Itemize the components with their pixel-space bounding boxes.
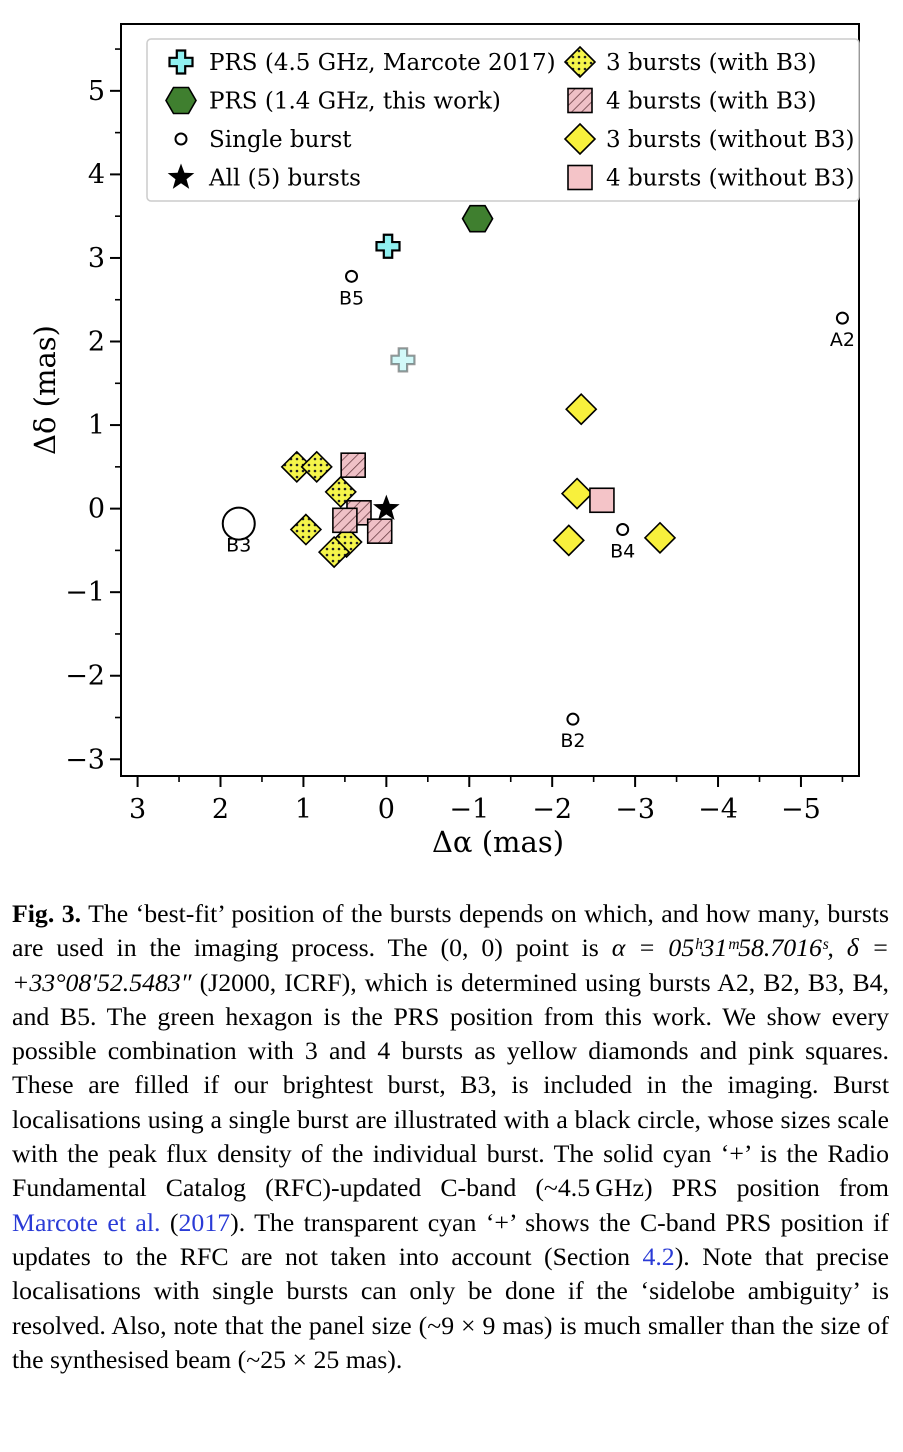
plot-area: B3 B5 A2 B4 B2 <box>221 204 855 752</box>
legend-entry: 3 bursts (with B3) <box>563 45 817 79</box>
series-plus <box>375 233 401 259</box>
y-axis-label: Δδ (mas) <box>28 325 62 455</box>
square-point-0 <box>589 487 615 514</box>
y-tick-label: −2 <box>65 661 105 692</box>
reference-link[interactable]: Marcote et al. <box>12 1207 161 1237</box>
reference-year-link[interactable]: 2017 <box>178 1207 231 1237</box>
series-diamond-dotted <box>280 450 363 569</box>
legend-marker-square <box>567 164 593 191</box>
legend-entry: PRS (4.5 GHz, Marcote 2017) <box>168 49 556 76</box>
caption-text-4: ). The transparent cyan ‘+’ shows the C-… <box>12 1207 889 1271</box>
legend-entry: 3 bursts (without B3) <box>563 122 854 156</box>
y-tick-label: 3 <box>88 243 105 274</box>
x-tick-label: 0 <box>378 794 395 825</box>
star-point-0 <box>373 494 400 520</box>
x-tick-label: −3 <box>615 794 655 825</box>
x-tick-label: 2 <box>212 794 229 825</box>
x-tick-label: 3 <box>129 794 146 825</box>
square-hatched-point-3 <box>366 518 393 544</box>
caption-text-2: (J2000, ICRF), which is determined using… <box>12 967 889 1203</box>
square-hatched-point-2 <box>332 507 358 534</box>
legend-label: PRS (1.4 GHz, this work) <box>209 89 501 115</box>
caption-text-1: The ‘best-fit’ position of the bursts de… <box>12 899 889 963</box>
scatter-chart: B3 B5 A2 B4 B2 3 2 1 0 −1 −2 −3 −4 −5 −3 −2 −1 0 1 2 3 4 5 Δα … <box>28 23 860 859</box>
hexagon-point-0 <box>461 204 494 233</box>
x-tick-label: −2 <box>532 794 572 825</box>
series-circle: B3 B5 A2 B4 B2 <box>221 269 855 752</box>
x-tick-label: −1 <box>449 794 489 825</box>
legend-marker-star <box>167 163 195 189</box>
legend-marker-circle <box>174 132 188 146</box>
legend-entry: 4 bursts (with B3) <box>567 87 817 115</box>
burst-label-b5: B5 <box>339 287 364 309</box>
circle-point-2 <box>835 311 849 325</box>
diamond-dotted-point-1 <box>300 450 333 483</box>
legend-label: PRS (4.5 GHz, Marcote 2017) <box>209 50 556 76</box>
diamond-point-0 <box>565 393 598 426</box>
legend-entry: PRS (1.4 GHz, this work) <box>165 86 501 115</box>
circle-point-4 <box>566 712 580 726</box>
legend-label: All (5) bursts <box>208 166 361 192</box>
legend-entry: All (5) bursts <box>167 163 361 192</box>
legend-marker-square-hatched <box>567 87 593 114</box>
burst-label-b2: B2 <box>560 730 585 752</box>
y-tick-label: 2 <box>88 327 105 358</box>
legend-label: 3 bursts (with B3) <box>606 50 817 76</box>
legend-entry: Single burst <box>174 127 352 153</box>
legend-label: 3 bursts (without B3) <box>606 127 854 153</box>
x-tick-label: 1 <box>295 794 312 825</box>
square-hatched-point-0 <box>340 452 366 478</box>
legend-marker-diamond <box>563 122 597 156</box>
legend-label: 4 bursts (without B3) <box>606 166 854 192</box>
legend-entry: 4 bursts (without B3) <box>567 164 854 192</box>
burst-label-b4: B4 <box>610 541 635 563</box>
circle-point-1 <box>345 269 359 283</box>
series-diamond <box>552 393 677 557</box>
caption-coordinates: α = 05ʰ31ᵐ58.7016ˢ, δ = +33°08′52.5483″ <box>12 933 889 997</box>
y-tick-label: 4 <box>88 159 105 190</box>
burst-label-b3: B3 <box>226 535 251 557</box>
series-star <box>373 494 400 520</box>
caption-text-3: ( <box>160 1207 179 1237</box>
diamond-point-2 <box>552 524 585 557</box>
circle-point-0 <box>221 506 256 541</box>
section-link[interactable]: 4.2 <box>642 1241 675 1271</box>
x-tick-label: −5 <box>781 794 821 825</box>
y-tick-label: −3 <box>65 744 105 775</box>
caption-text-5: ). Note that precise localisations with … <box>12 1241 889 1374</box>
x-tick-label: −4 <box>698 794 738 825</box>
diamond-point-3 <box>643 521 677 554</box>
series-hexagon <box>461 204 494 233</box>
plus-point-0 <box>375 233 401 259</box>
diamond-point-1 <box>560 477 594 510</box>
legend-label: Single burst <box>209 127 352 153</box>
figure-caption: Fig. 3. The ‘best-fit’ position of the b… <box>12 897 889 1377</box>
circle-point-3 <box>616 523 630 537</box>
x-axis-label: Δα (mas) <box>432 825 564 859</box>
legend-marker-plus <box>168 49 194 75</box>
series-square-hatched <box>332 452 393 544</box>
diamond-dotted-point-3 <box>289 513 323 546</box>
caption-label: Fig. 3. <box>12 899 82 928</box>
plus-point-0 <box>390 347 416 373</box>
legend-box <box>146 38 860 202</box>
axes: 3 2 1 0 −1 −2 −3 −4 −5 −3 −2 −1 0 1 2 3 4 5 Δα (mas) Δδ (ma… <box>28 23 860 859</box>
y-tick-label: 1 <box>88 410 105 441</box>
legend: PRS (4.5 GHz, Marcote 2017) PRS (1.4 GHz,… <box>146 38 860 202</box>
y-tick-label: 5 <box>88 76 105 107</box>
axes-frame <box>120 23 860 777</box>
y-tick-label: 0 <box>88 494 105 525</box>
diamond-dotted-point-2 <box>324 475 357 509</box>
diamond-dotted-point-5 <box>317 535 351 569</box>
y-tick-label: −1 <box>65 577 105 608</box>
legend-marker-hexagon <box>165 86 197 115</box>
series-square <box>589 487 615 514</box>
legend-label: 4 bursts (with B3) <box>606 89 817 115</box>
series-plus <box>390 347 416 373</box>
burst-label-a2: A2 <box>830 329 855 351</box>
legend-marker-diamond-dotted <box>563 45 597 79</box>
